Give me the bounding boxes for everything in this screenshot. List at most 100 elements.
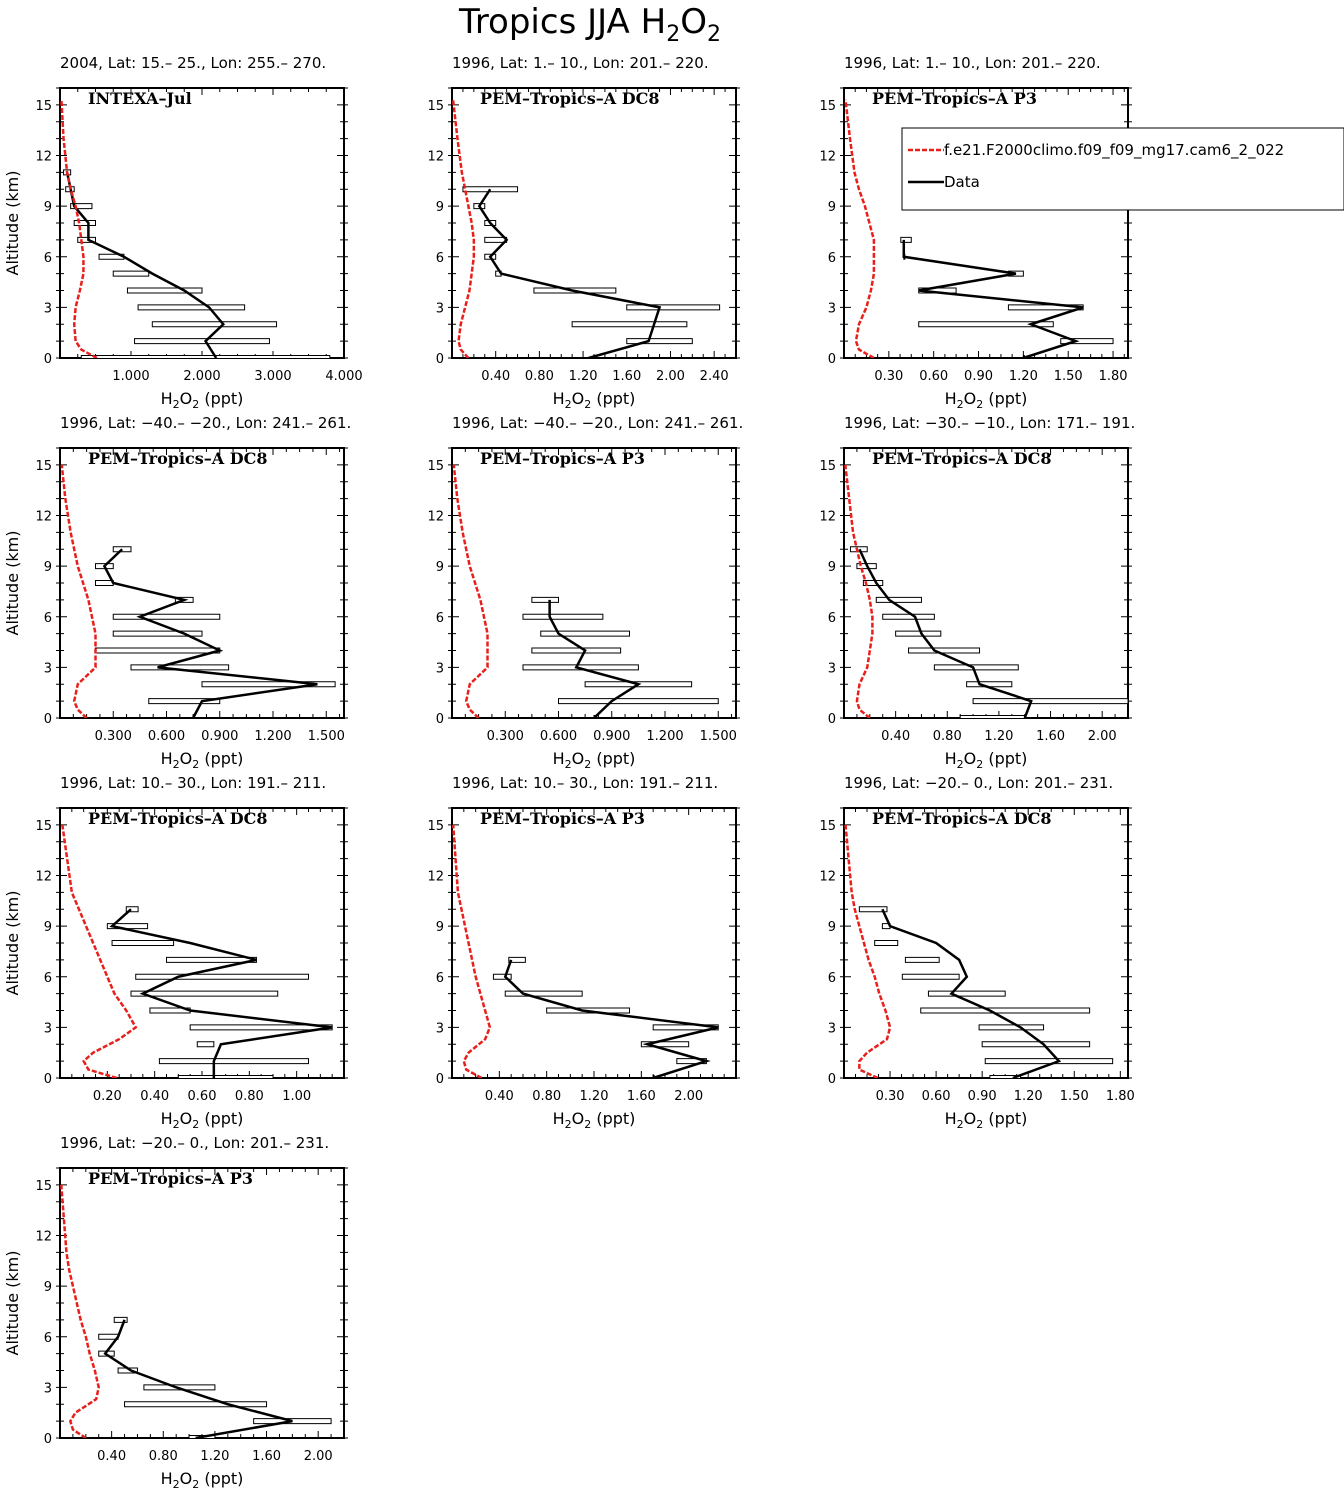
figure-title: Tropics JJA H2O2 [459,2,721,47]
range-bar [874,940,899,946]
x-axis-label: H2O2 (ppt) [553,749,636,771]
x-tick-label: 2.000 [183,369,220,384]
x-tick-label: 0.90 [964,369,993,384]
range-bar [927,990,1006,997]
x-tick-label: 2.00 [674,1089,703,1104]
y-tick-label: 12 [35,1230,52,1245]
y-axis-label: Altitude (km) [3,1251,22,1356]
x-tick-label: 0.900 [201,729,238,744]
y-tick-label: 9 [44,200,52,215]
y-tick-label: 15 [427,99,444,114]
model-line [60,464,97,718]
range-bar [862,580,884,586]
plot-frame [451,447,737,719]
campaign-label: PEM–Tropics–A DC8 [88,449,268,468]
range-bar [531,647,622,654]
range-bar [558,698,719,705]
range-bar [111,940,175,946]
range-bar [112,630,203,637]
campaign-label: PEM–Tropics–A P3 [872,89,1037,108]
legend-model-label: f.e21.F2000climo.f09_f09_mg17.cam6_2_022 [944,141,1284,160]
range-bar [126,287,203,294]
range-bar [989,1075,1022,1078]
x-tick-label: 0.30 [874,369,903,384]
x-tick-label: 0.80 [149,1449,178,1464]
y-tick-label: 15 [819,819,836,834]
y-tick-label: 15 [427,819,444,834]
x-axis-label: H2O2 (ppt) [161,749,244,771]
plot-frame [59,87,345,359]
x-tick-label: 1.20 [200,1449,229,1464]
y-tick-label: 6 [436,971,444,986]
x-axis-label: H2O2 (ppt) [161,1469,244,1491]
x-tick-label: 1.60 [252,1449,281,1464]
legend-box [901,127,1344,211]
range-bar [901,973,960,980]
x-tick-label: 1.60 [627,1089,656,1104]
range-bar [933,664,1019,671]
y-tick-label: 9 [828,560,836,575]
x-axis-label: H2O2 (ppt) [161,1109,244,1131]
range-bar [492,973,512,980]
range-bar [113,1316,128,1323]
data-line [65,172,226,358]
model-line [844,464,874,718]
range-bar [978,1024,1045,1031]
plot-area [60,1184,332,1438]
panel-header: 1996, Lat: −40.– −20., Lon: 241.– 261. [60,414,351,432]
range-bar [858,906,888,913]
x-axis-label: H2O2 (ppt) [553,1109,636,1131]
y-tick-label: 3 [436,1021,444,1036]
panel-header: 1996, Lat: 1.– 10., Lon: 201.– 220. [452,54,709,72]
plot-area [60,99,331,358]
x-tick-label: 0.40 [97,1449,126,1464]
range-bar [882,613,935,620]
y-tick-label: 0 [436,1072,444,1087]
panel-5: 1996, Lat: −40.– −20., Lon: 241.– 261. 0 3… [427,414,743,771]
range-bar [540,630,630,637]
y-tick-label: 15 [35,459,52,474]
range-bar [1060,338,1114,345]
y-tick-label: 3 [44,301,52,316]
x-tick-label: 1.20 [984,729,1013,744]
x-tick-label: 0.40 [140,1089,169,1104]
x-tick-label: 2.00 [304,1449,333,1464]
y-tick-label: 6 [436,611,444,626]
y-tick-label: 15 [427,459,444,474]
y-tick-label: 3 [436,301,444,316]
panel-header: 2004, Lat: 15.– 25., Lon: 255.– 270. [60,54,326,72]
x-axis-label: H2O2 (ppt) [945,1109,1028,1131]
x-tick-label: 1.20 [569,369,598,384]
range-bar [640,1041,690,1048]
data-line [902,239,1084,358]
x-tick-label: 1.200 [254,729,291,744]
data-line [109,908,333,1078]
y-tick-label: 12 [35,150,52,165]
x-tick-label: 0.600 [148,729,185,744]
panel-header: 1996, Lat: −20.– 0., Lon: 201.– 231. [60,1134,329,1152]
range-bar [158,1058,309,1065]
y-tick-label: 9 [436,920,444,935]
range-bar [70,203,93,210]
y-tick-label: 6 [436,251,444,266]
range-bar [125,906,139,913]
x-tick-label: 0.20 [93,1089,122,1104]
y-tick-label: 6 [828,611,836,626]
x-tick-label: 1.80 [1099,369,1128,384]
y-tick-label: 12 [427,150,444,165]
data-line [881,908,1062,1078]
range-bar [972,698,1128,705]
x-tick-label: 1.50 [1060,1089,1089,1104]
campaign-label: PEM–Tropics–A P3 [480,449,645,468]
model-line [60,1184,101,1438]
plot-area [452,464,719,718]
panel-9: 1996, Lat: −20.– 0., Lon: 201.– 231. 0 3 6 9… [819,774,1134,1131]
campaign-label: PEM–Tropics–A P3 [480,809,645,828]
panel-10: 1996, Lat: −20.– 0., Lon: 201.– 231. 0 3 6 9… [3,1134,348,1491]
range-bar [626,304,721,311]
range-bar [77,236,96,243]
y-tick-label: 9 [44,1280,52,1295]
range-bar [966,681,1013,688]
range-bar [177,1075,274,1078]
y-tick-label: 9 [44,560,52,575]
